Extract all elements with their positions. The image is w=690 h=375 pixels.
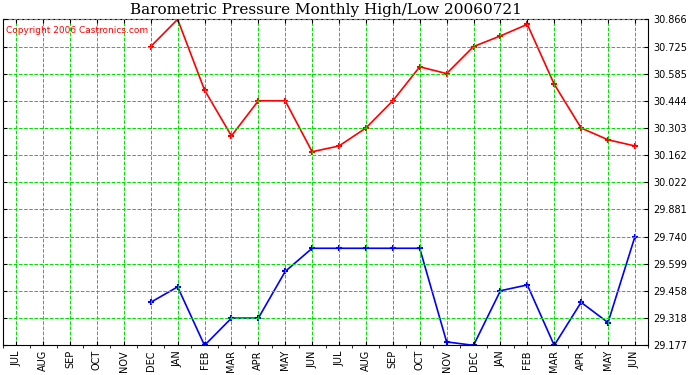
- Title: Barometric Pressure Monthly High/Low 20060721: Barometric Pressure Monthly High/Low 200…: [130, 3, 522, 17]
- Text: Copyright 2006 Castronics.com: Copyright 2006 Castronics.com: [6, 26, 148, 35]
